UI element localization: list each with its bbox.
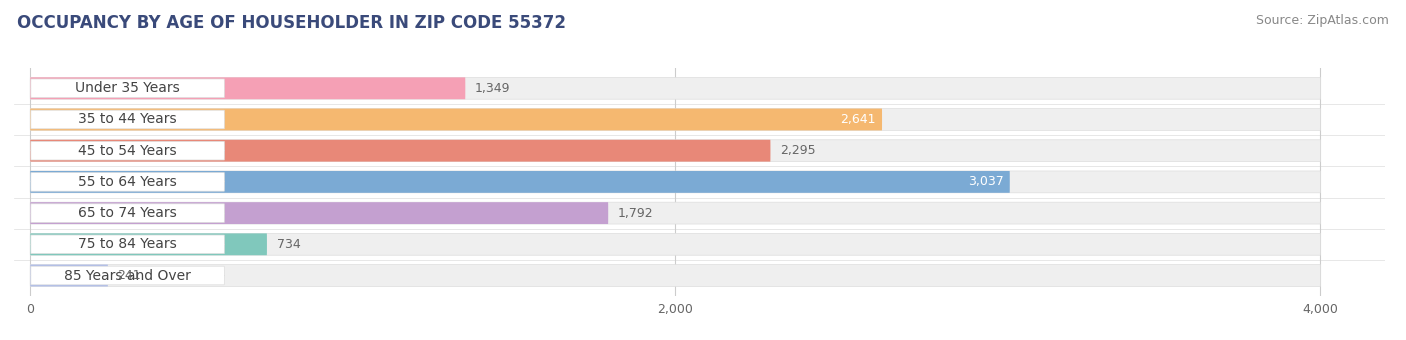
Text: 65 to 74 Years: 65 to 74 Years: [79, 206, 177, 220]
FancyBboxPatch shape: [30, 202, 609, 224]
FancyBboxPatch shape: [31, 235, 225, 254]
Text: 3,037: 3,037: [967, 175, 1004, 188]
FancyBboxPatch shape: [30, 202, 1320, 224]
Text: 1,349: 1,349: [475, 82, 510, 95]
Text: OCCUPANCY BY AGE OF HOUSEHOLDER IN ZIP CODE 55372: OCCUPANCY BY AGE OF HOUSEHOLDER IN ZIP C…: [17, 14, 565, 32]
FancyBboxPatch shape: [30, 78, 465, 99]
FancyBboxPatch shape: [30, 140, 1320, 161]
FancyBboxPatch shape: [30, 233, 1320, 255]
Text: Source: ZipAtlas.com: Source: ZipAtlas.com: [1256, 14, 1389, 27]
Text: 2,641: 2,641: [841, 113, 876, 126]
FancyBboxPatch shape: [30, 265, 108, 286]
FancyBboxPatch shape: [30, 78, 1320, 99]
Text: 241: 241: [118, 269, 141, 282]
Text: 75 to 84 Years: 75 to 84 Years: [79, 237, 177, 251]
FancyBboxPatch shape: [30, 233, 267, 255]
FancyBboxPatch shape: [30, 265, 1320, 286]
FancyBboxPatch shape: [30, 171, 1320, 193]
FancyBboxPatch shape: [31, 110, 225, 129]
FancyBboxPatch shape: [31, 266, 225, 285]
Text: 1,792: 1,792: [617, 207, 654, 220]
Text: 2,295: 2,295: [780, 144, 815, 157]
FancyBboxPatch shape: [31, 204, 225, 222]
Text: 734: 734: [277, 238, 301, 251]
FancyBboxPatch shape: [31, 141, 225, 160]
FancyBboxPatch shape: [30, 140, 770, 161]
FancyBboxPatch shape: [30, 171, 1010, 193]
FancyBboxPatch shape: [30, 108, 882, 131]
Text: 55 to 64 Years: 55 to 64 Years: [79, 175, 177, 189]
Text: 85 Years and Over: 85 Years and Over: [65, 269, 191, 283]
Text: Under 35 Years: Under 35 Years: [76, 81, 180, 95]
Text: 35 to 44 Years: 35 to 44 Years: [79, 113, 177, 126]
FancyBboxPatch shape: [31, 173, 225, 191]
FancyBboxPatch shape: [30, 108, 1320, 131]
FancyBboxPatch shape: [31, 79, 225, 98]
Text: 45 to 54 Years: 45 to 54 Years: [79, 144, 177, 158]
